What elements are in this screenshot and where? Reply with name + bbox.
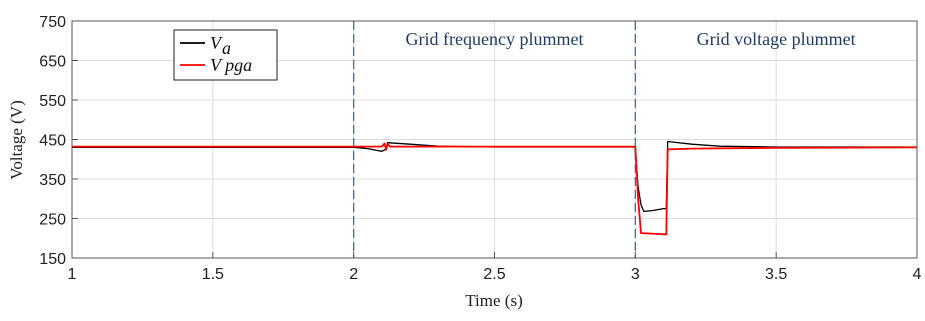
legend-subscript: a xyxy=(222,38,231,58)
annotations: Grid frequency plummet Grid voltage plumm… xyxy=(406,29,856,49)
y-axis-title: Voltage (V) xyxy=(7,100,26,179)
x-axis-ticks: 1 1.5 2 2.5 3 3.5 4 xyxy=(68,252,922,283)
y-axis-ticks: 150 250 350 450 550 650 750 xyxy=(39,14,78,268)
y-tick-label: 750 xyxy=(39,14,66,31)
y-tick-label: 350 xyxy=(39,172,66,189)
x-tick-label: 3 xyxy=(631,266,640,283)
x-tick-label: 4 xyxy=(913,266,922,283)
event-lines xyxy=(353,21,636,258)
y-tick-label: 450 xyxy=(39,133,66,150)
legend-box xyxy=(173,29,278,81)
x-axis-title: Time (s) xyxy=(465,291,522,310)
legend-label: V xyxy=(210,33,223,53)
series-line-v-pga xyxy=(72,142,918,236)
legend-label: V pga xyxy=(210,55,252,75)
y-tick-label: 150 xyxy=(39,251,66,268)
x-tick-label: 2 xyxy=(349,266,358,283)
x-tick-label: 1.5 xyxy=(202,266,224,283)
y-tick-label: 250 xyxy=(39,212,66,229)
x-tick-label: 2.5 xyxy=(483,266,505,283)
x-tick-label: 1 xyxy=(68,266,77,283)
series-group xyxy=(72,140,918,236)
annotation-label: Grid frequency plummet xyxy=(406,29,584,49)
y-tick-label: 650 xyxy=(39,54,66,71)
x-tick-label: 3.5 xyxy=(765,266,787,283)
annotation-label: Grid voltage plummet xyxy=(697,29,856,49)
y-tick-label: 550 xyxy=(39,93,66,110)
